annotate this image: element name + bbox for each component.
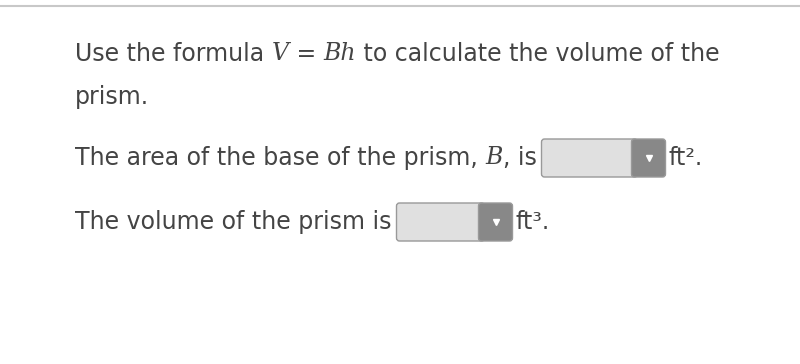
Text: The volume of the prism is: The volume of the prism is — [75, 210, 391, 234]
Text: V: V — [272, 43, 289, 66]
FancyBboxPatch shape — [631, 139, 666, 177]
Text: to calculate the volume of the: to calculate the volume of the — [356, 42, 720, 66]
FancyBboxPatch shape — [478, 203, 513, 241]
Text: ft².: ft². — [669, 146, 702, 170]
Text: =: = — [289, 42, 323, 66]
Text: , is: , is — [502, 146, 537, 170]
Text: B: B — [486, 146, 502, 170]
Text: ft³.: ft³. — [515, 210, 550, 234]
FancyBboxPatch shape — [542, 139, 638, 177]
Text: Bh: Bh — [323, 43, 356, 66]
Text: prism.: prism. — [75, 85, 149, 109]
FancyBboxPatch shape — [397, 203, 485, 241]
Text: The area of the base of the prism,: The area of the base of the prism, — [75, 146, 486, 170]
Text: Use the formula: Use the formula — [75, 42, 272, 66]
